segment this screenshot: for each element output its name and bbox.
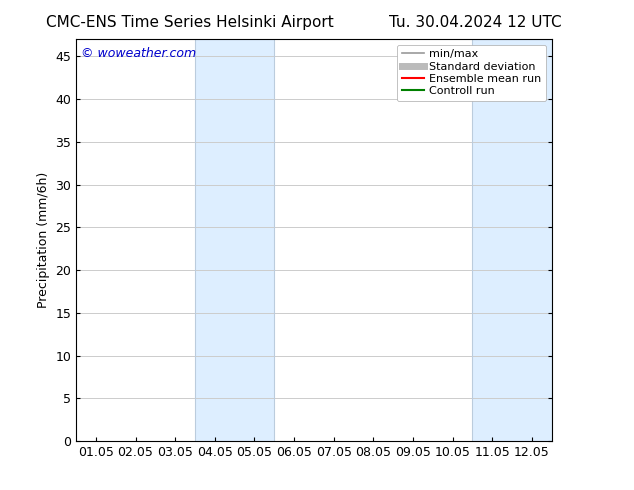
- Text: CMC-ENS Time Series Helsinki Airport: CMC-ENS Time Series Helsinki Airport: [46, 15, 334, 30]
- Y-axis label: Precipitation (mm/6h): Precipitation (mm/6h): [37, 172, 50, 308]
- Bar: [195, 39, 274, 441]
- Text: © woweather.com: © woweather.com: [81, 47, 196, 60]
- Text: Tu. 30.04.2024 12 UTC: Tu. 30.04.2024 12 UTC: [389, 15, 562, 30]
- Legend: min/max, Standard deviation, Ensemble mean run, Controll run: min/max, Standard deviation, Ensemble me…: [397, 45, 546, 101]
- Bar: [472, 39, 552, 441]
